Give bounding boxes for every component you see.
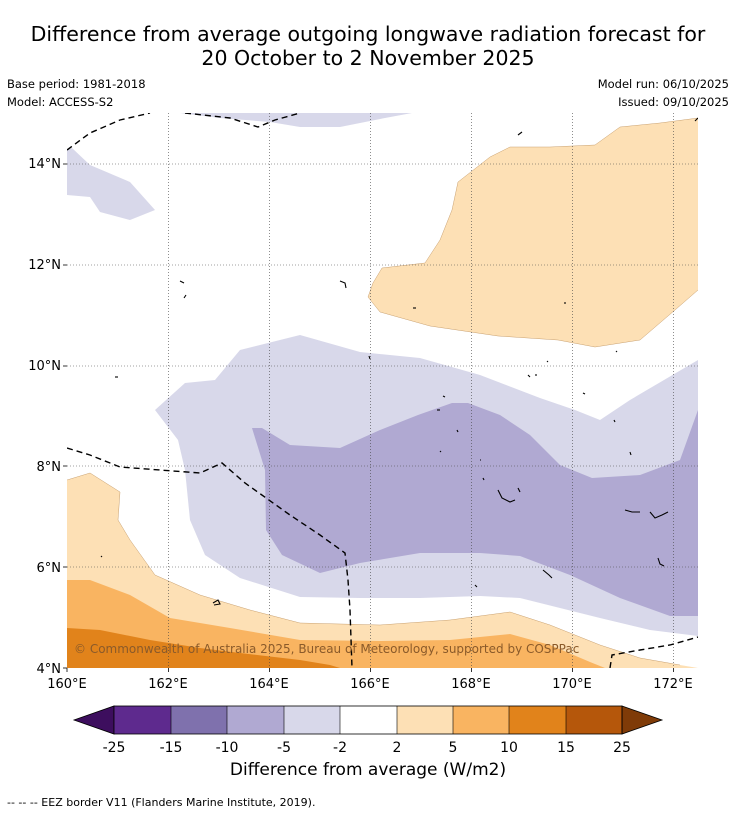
- colorbar-bin: [227, 706, 284, 734]
- eez-borders: [67, 113, 698, 668]
- lon-tick: 166°E: [350, 677, 390, 692]
- lon-tick: 172°E: [653, 677, 693, 692]
- model-run: Model run: 06/10/2025: [597, 77, 729, 91]
- lon-tick: 164°E: [249, 677, 289, 692]
- contour-pos10-south: [67, 628, 340, 668]
- contour-neg10: [252, 403, 698, 616]
- lat-tick-marks: [63, 163, 67, 669]
- map-area: © Commonwealth of Australia 2025, Bureau…: [67, 113, 698, 668]
- colorbar-bin: [171, 706, 227, 734]
- lat-tick: 4°N: [37, 662, 62, 677]
- colorbar-bin: [114, 706, 171, 734]
- colorbar-tick: 25: [613, 740, 631, 756]
- lat-tick: 12°N: [28, 258, 61, 273]
- colorbar-bin: [509, 706, 566, 734]
- issued-date: Issued: 09/10/2025: [618, 95, 729, 109]
- colorbar-bin: [284, 706, 340, 734]
- contour-pos5-south: [67, 580, 605, 668]
- contour-neg5-top: [180, 113, 412, 127]
- colorbar: -25 -15 -10 -5 -2 2 5 10 15 25: [72, 705, 664, 756]
- contour-pos2-south: [67, 473, 698, 668]
- colorbar-bin: [397, 706, 453, 734]
- colorbar-tick: 10: [500, 740, 518, 756]
- lat-tick: 10°N: [28, 359, 61, 374]
- colorbar-tick: 5: [449, 740, 458, 756]
- colorbar-tick: -10: [216, 740, 239, 756]
- contour-neg5-nw: [67, 148, 155, 220]
- colorbar-ticks: -25 -15 -10 -5 -2 2 5 10 15 25: [103, 740, 631, 756]
- lon-tick: 160°E: [47, 677, 87, 692]
- colorbar-extend-high: [621, 705, 664, 735]
- contour-pos2-ne: [368, 118, 698, 347]
- lon-tick: 162°E: [148, 677, 188, 692]
- lon-tick: 168°E: [451, 677, 491, 692]
- colorbar-tick: -5: [277, 740, 291, 756]
- copyright-text: © Commonwealth of Australia 2025, Bureau…: [74, 642, 579, 656]
- grid-lines: [67, 113, 698, 668]
- colorbar-tick: 2: [393, 740, 402, 756]
- title-line-1: Difference from average outgoing longwav…: [30, 22, 706, 46]
- chart-title: Difference from average outgoing longwav…: [0, 22, 736, 70]
- colorbar-bin: [453, 706, 509, 734]
- eez-legend: -- -- -- EEZ border V11 (Flanders Marine…: [7, 796, 316, 809]
- title-line-2: 20 October to 2 November 2025: [201, 46, 535, 70]
- meta-left: Base period: 1981-2018 Model: ACCESS-S2: [7, 75, 146, 111]
- colorbar-bin: [566, 706, 622, 734]
- lat-tick: 6°N: [37, 561, 62, 576]
- model-name: Model: ACCESS-S2: [7, 95, 114, 109]
- colorbar-bin: [340, 706, 397, 734]
- colorbar-tick: -2: [333, 740, 347, 756]
- lat-tick: 14°N: [28, 157, 61, 172]
- lon-tick: 170°E: [552, 677, 592, 692]
- base-period: Base period: 1981-2018: [7, 77, 146, 91]
- lat-ticks: 14°N 12°N 10°N 8°N 6°N 4°N: [28, 157, 61, 677]
- colorbar-extend-low: [72, 705, 115, 735]
- islands: [100, 117, 698, 606]
- lat-tick: 8°N: [37, 460, 62, 475]
- colorbar-title: Difference from average (W/m2): [229, 760, 507, 780]
- colorbar-tick: -25: [103, 740, 126, 756]
- colorbar-tick: 15: [557, 740, 575, 756]
- lon-ticks: 160°E 162°E 164°E 166°E 168°E 170°E 172°…: [47, 677, 693, 692]
- meta-right: Model run: 06/10/2025 Issued: 09/10/2025: [598, 75, 729, 111]
- colorbar-tick: -15: [160, 740, 183, 756]
- lon-tick-marks: [66, 668, 674, 672]
